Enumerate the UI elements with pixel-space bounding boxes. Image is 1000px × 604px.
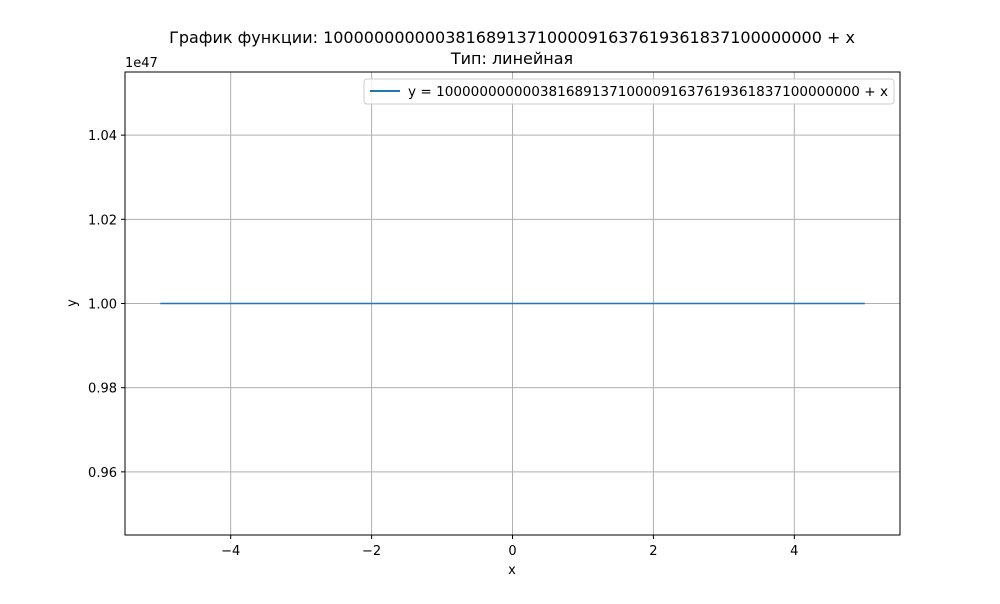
chart-subtitle: Тип: линейная	[450, 49, 573, 68]
legend: y = 100000000000381689137100009163761936…	[363, 78, 895, 105]
x-tick-label: −4	[221, 544, 240, 559]
x-tick-label: 0	[508, 544, 516, 559]
y-tick-label: 0.98	[88, 382, 117, 397]
y-tick-label: 0.96	[88, 466, 117, 481]
chart-title: График функции: 100000000000381689137100…	[169, 28, 855, 47]
y-tick-label: 1.02	[88, 213, 117, 228]
tick-layer: −4 −2 0 2 4 0.96 0.98 1.00 1.02 1.04	[88, 129, 798, 559]
x-axis-label: x	[508, 563, 516, 578]
legend-entry-label: y = 100000000000381689137100009163761936…	[408, 85, 888, 100]
y-tick-label: 1.00	[88, 298, 117, 313]
y-tick-label: 1.04	[88, 129, 117, 144]
legend-box	[363, 78, 895, 105]
y-axis-label: y	[65, 299, 80, 307]
y-offset-label: 1e47	[125, 56, 158, 71]
x-tick-label: 4	[790, 544, 798, 559]
x-tick-label: −2	[362, 544, 381, 559]
x-tick-label: 2	[649, 544, 657, 559]
